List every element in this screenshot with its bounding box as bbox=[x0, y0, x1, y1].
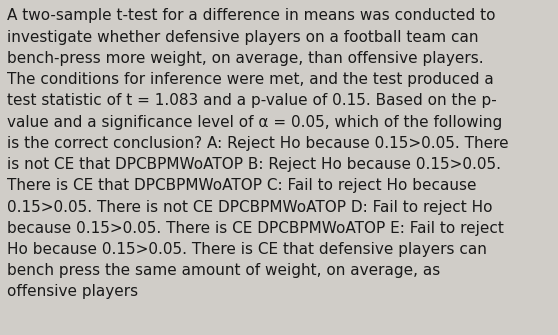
Text: A two-sample t-test for a difference in means was conducted to
investigate wheth: A two-sample t-test for a difference in … bbox=[7, 8, 508, 299]
